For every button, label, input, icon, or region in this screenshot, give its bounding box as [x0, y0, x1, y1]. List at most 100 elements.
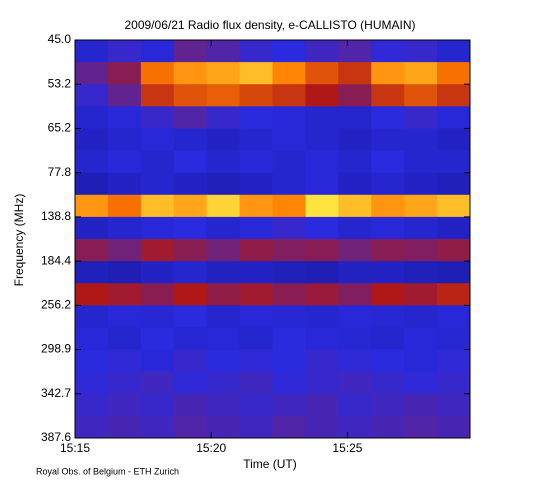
heat-cell [305, 393, 339, 417]
heat-cell [272, 305, 306, 328]
heat-cell [272, 261, 306, 284]
heat-cell [107, 62, 142, 85]
heat-cell [239, 62, 273, 85]
heat-cell [239, 371, 273, 395]
heat-cell [338, 349, 372, 373]
heat-cell [305, 194, 339, 218]
heat-cell [140, 393, 175, 417]
y-tick-label: 53.2 [48, 76, 72, 90]
heat-cell [239, 194, 273, 218]
heat-cell [107, 415, 142, 439]
heat-cell [272, 349, 306, 373]
heat-cell [173, 106, 208, 129]
heat-cell [272, 62, 306, 85]
heat-cell [140, 216, 175, 240]
heat-cell [272, 128, 306, 152]
heat-cell [173, 393, 208, 417]
heat-cell [338, 172, 372, 196]
heat-cell [239, 128, 273, 152]
heat-cell [239, 415, 273, 439]
heat-cell [437, 128, 471, 152]
heat-cell [305, 128, 339, 152]
heat-cell [338, 327, 372, 351]
heat-cell [140, 194, 175, 218]
heat-cell [272, 371, 306, 395]
heat-cell [140, 327, 175, 351]
heat-cell [404, 371, 438, 395]
heat-cell [338, 128, 372, 152]
heat-cell [206, 62, 241, 85]
heat-cell [173, 216, 208, 240]
heat-cell [338, 216, 372, 240]
heat-cell [173, 261, 208, 284]
y-tick-label: 342.7 [41, 386, 71, 400]
heat-cell [239, 106, 273, 129]
heat-cell [173, 415, 208, 439]
heat-cell [437, 106, 471, 129]
heat-cell [140, 283, 175, 306]
heat-cell [206, 327, 241, 351]
heat-cell [272, 393, 306, 417]
heat-cell [305, 84, 339, 107]
heat-cell [404, 128, 438, 152]
x-tick-label: 15:20 [196, 441, 226, 455]
heat-cell [239, 261, 273, 284]
heat-cell [272, 283, 306, 306]
heat-cell [305, 371, 339, 395]
heat-cell [272, 84, 306, 107]
heat-cell [75, 40, 109, 63]
heat-cell [404, 415, 438, 439]
heat-cell [75, 393, 109, 417]
heat-cell [173, 327, 208, 351]
heat-cell [75, 349, 109, 373]
heat-cell [404, 172, 438, 196]
heat-cell [75, 172, 109, 196]
heat-cell [371, 40, 405, 63]
heat-cell [140, 172, 175, 196]
heat-cell [404, 150, 438, 174]
heat-cell [239, 84, 273, 107]
heat-cell [206, 261, 241, 284]
heat-cell [371, 172, 405, 196]
heat-cell [338, 239, 372, 262]
y-tick-label: 256.2 [41, 298, 71, 312]
heat-cell [173, 349, 208, 373]
heat-cell [140, 106, 175, 129]
heat-cell [371, 84, 405, 107]
heat-cell [338, 106, 372, 129]
heat-cell [305, 283, 339, 306]
heat-cell [173, 128, 208, 152]
heat-cell [107, 216, 142, 240]
heat-cell [75, 239, 109, 262]
heat-cell [305, 40, 339, 63]
heat-cell [140, 305, 175, 328]
heat-cell [272, 216, 306, 240]
heat-cell [173, 150, 208, 174]
heat-cell [206, 106, 241, 129]
heat-cell [338, 415, 372, 439]
heat-cell [206, 172, 241, 196]
heat-cell [107, 106, 142, 129]
heat-cell [338, 305, 372, 328]
y-tick-label: 387.6 [41, 430, 71, 444]
heat-cell [107, 261, 142, 284]
heat-cell [239, 239, 273, 262]
heat-cell [140, 40, 175, 63]
heat-cell [206, 305, 241, 328]
heat-cell [206, 84, 241, 107]
heat-cell [206, 415, 241, 439]
heat-cell [140, 150, 175, 174]
heat-cell [371, 371, 405, 395]
heat-cell [404, 62, 438, 85]
heat-cell [239, 283, 273, 306]
heat-cell [305, 261, 339, 284]
heat-cell [437, 327, 471, 351]
heat-cell [437, 172, 471, 196]
heat-cell [173, 84, 208, 107]
heat-cell [239, 40, 273, 63]
y-tick-label: 65.2 [48, 121, 72, 135]
heat-cell [75, 106, 109, 129]
heat-cell [305, 106, 339, 129]
heat-cell [206, 194, 241, 218]
heat-cell [140, 415, 175, 439]
